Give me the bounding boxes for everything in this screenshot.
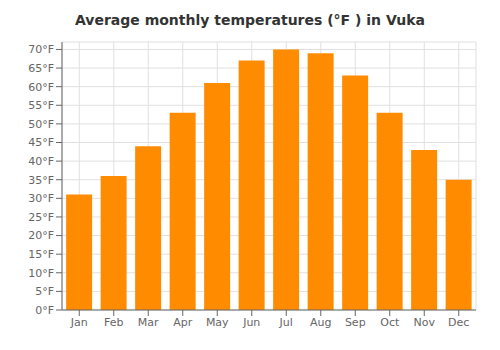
svg-text:Aug: Aug (310, 316, 331, 329)
html-text:Average monthly temperatures (: Average monthly temperatures (°F ) in Vu… (75, 12, 425, 28)
svg-text:Jan: Jan (70, 316, 88, 329)
svg-text:50°F: 50°F (28, 118, 54, 131)
svg-text:Dec: Dec (448, 316, 469, 329)
svg-text:Mar: Mar (138, 316, 159, 329)
svg-text:Jun: Jun (242, 316, 260, 329)
svg-text:35°F: 35°F (28, 174, 54, 187)
svg-text:Apr: Apr (173, 316, 193, 329)
svg-text:Sep: Sep (345, 316, 366, 329)
svg-text:5°F: 5°F (35, 285, 54, 298)
svg-text:May: May (206, 316, 229, 329)
svg-text:20°F: 20°F (28, 229, 54, 242)
svg-text:25°F: 25°F (28, 211, 54, 224)
svg-text:65°F: 65°F (28, 62, 54, 75)
svg-text:55°F: 55°F (28, 99, 54, 112)
svg-text:Nov: Nov (414, 316, 436, 329)
svg-text:0°F: 0°F (35, 304, 54, 317)
svg-text:60°F: 60°F (28, 81, 54, 94)
svg-text:Feb: Feb (104, 316, 123, 329)
svg-text:30°F: 30°F (28, 192, 54, 205)
svg-text:70°F: 70°F (28, 43, 54, 56)
svg-text:10°F: 10°F (28, 267, 54, 280)
svg-text:Oct: Oct (380, 316, 400, 329)
svg-text:15°F: 15°F (28, 248, 54, 261)
svg-text:45°F: 45°F (28, 136, 54, 149)
svg-text:40°F: 40°F (28, 155, 54, 168)
svg-text:Jul: Jul (279, 316, 293, 329)
